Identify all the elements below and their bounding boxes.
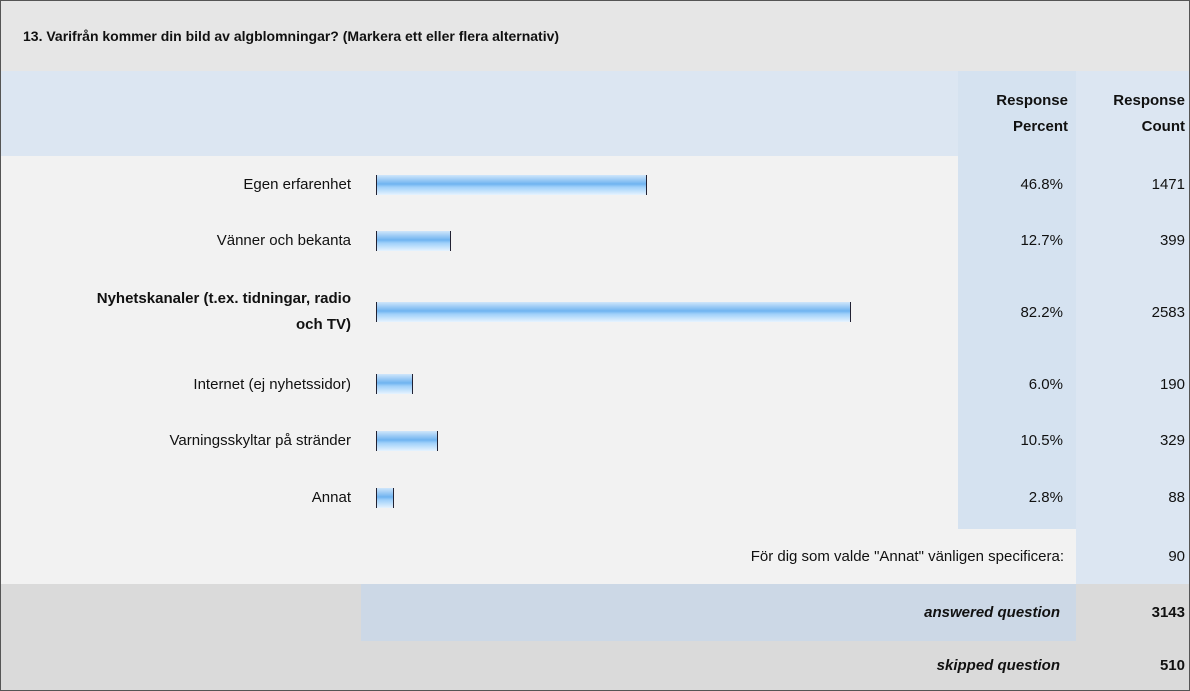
bar — [376, 430, 439, 451]
count: 88 — [1168, 489, 1185, 506]
count: 2583 — [1151, 303, 1185, 321]
row-label: Internet (ej nyhetssidor) — [193, 375, 351, 393]
bar — [376, 174, 648, 195]
count: 329 — [1159, 432, 1185, 449]
row-label: Egen erfarenhet — [243, 176, 351, 193]
count: 190 — [1159, 375, 1185, 393]
answered-label: answered question — [361, 584, 1076, 641]
row-label: Annat — [311, 489, 351, 506]
bar — [376, 302, 851, 322]
percent: 2.8% — [1028, 489, 1063, 506]
row-label: Vänner och bekanta — [216, 232, 351, 249]
count-header: Response Count — [1113, 91, 1185, 135]
count: 399 — [1159, 232, 1185, 249]
percent: 6.0% — [1028, 375, 1063, 393]
question-title: 13. Varifrån kommer din bild av algblomn… — [1, 1, 1189, 71]
percent: 12.7% — [1020, 232, 1063, 249]
other-count: 90 — [1168, 548, 1185, 565]
percent: 46.8% — [1020, 176, 1063, 193]
count-column — [1076, 71, 1189, 584]
percent-column — [958, 71, 1076, 529]
skipped-label: skipped question — [936, 657, 1060, 674]
answered-count: 3143 — [1151, 604, 1185, 621]
other-label: För dig som valde "Annat" vänligen speci… — [750, 548, 1064, 565]
percent-header: Response Percent — [996, 91, 1068, 135]
row-label: Varningsskyltar på stränder — [169, 432, 351, 449]
count: 1471 — [1151, 176, 1185, 193]
bar — [376, 230, 452, 251]
bar — [376, 487, 395, 508]
bar — [376, 374, 413, 394]
skipped-count: 510 — [1159, 657, 1185, 674]
row-label: Nyhetskanaler (t.ex. tidningar, radio oc… — [96, 290, 351, 333]
percent: 82.2% — [1020, 303, 1063, 321]
percent: 10.5% — [1020, 432, 1063, 449]
